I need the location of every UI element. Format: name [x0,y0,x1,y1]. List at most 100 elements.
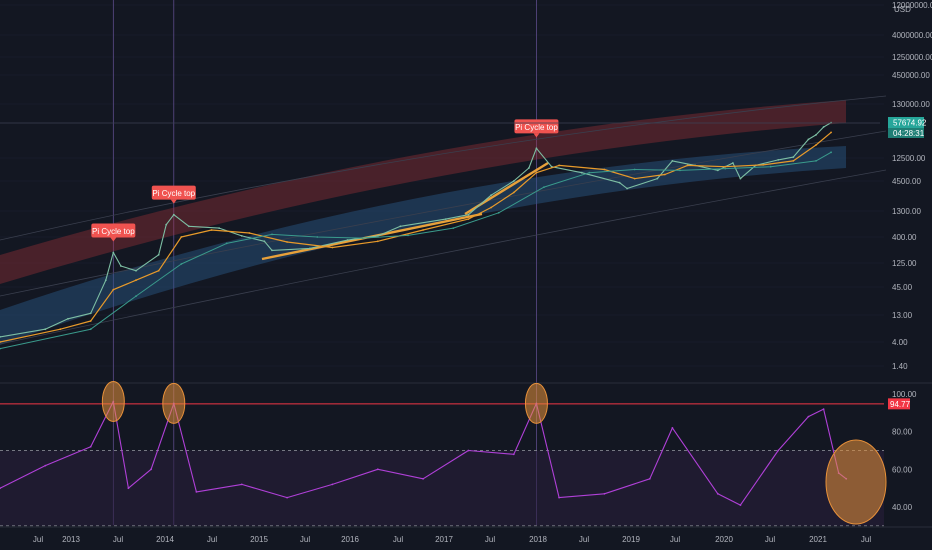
pi-cycle-fast-ma-point [210,229,213,231]
price-tick-label: 4.00 [892,338,908,347]
btc-price-line-point [271,249,273,252]
pi-cycle-fast-ma-point [603,168,606,171]
pi-cycle-fast-ma-point [762,164,764,166]
oscillator-series [0,400,848,506]
pi-cycle-slow-ma-point [180,263,183,265]
time-tick-label: 2014 [156,535,174,544]
btc-price-line-point [512,180,515,182]
time-tick-label: 2021 [809,535,827,544]
regression-line-upper [0,95,887,241]
time-tick-label: 2015 [250,535,268,544]
btc-price-line-point [656,177,659,180]
pi-cycle-fast-ma-point [180,236,183,238]
threshold-tag-bg [888,398,910,410]
pi-cycle-fast-ma-point [89,320,92,322]
pi-cycle-slow-ma-point [769,165,772,168]
btc-price-line-point [120,265,122,267]
btc-price-line-point [490,194,492,197]
btc-price-line-point [777,159,780,161]
time-tick-label: 2018 [529,535,547,544]
btc-price-line-point [618,181,621,184]
oscillator-point [286,496,288,499]
btc-price-line-point [346,239,349,241]
oscillator-axis[interactable]: 100.00 80.00 60.00 40.00 94.77 [888,390,917,512]
btc-price-line-point [67,317,69,320]
pi-cycle-slow-ma-point [497,211,500,214]
btc-price-line-point [815,134,817,136]
pi-cycle-top-label: Pi Cycle top [151,185,196,204]
pi-cycle-fast-ma-point [112,288,115,291]
price-tick-label: 450000.00 [892,71,930,80]
pi-cycle-fast-ma-point [792,160,795,162]
oscillator-point [89,445,92,448]
btc-price-line-point [218,227,221,230]
cycle-top-vertical-lines [112,0,537,525]
oscillator-point [807,415,810,418]
time-tick-label: 2013 [62,535,80,544]
pi-cycle-slow-ma-point [452,227,455,230]
btc-price-line-point [626,187,628,190]
price-tick-label: 12500.00 [892,154,926,163]
last-price-tag-bg [888,117,924,128]
oscillator-levels [0,403,884,527]
pi-cycle-fast-ma-point [467,218,470,221]
price-tick-label: 12000000.00 [892,1,932,10]
pi-cycle-fast-ma-point [512,191,515,194]
btc-price-line-point [716,169,719,172]
time-tick-label: Jul [33,535,43,544]
oscillator-point [558,496,560,499]
pi-cycle-fast-ma-point [490,206,492,209]
btc-price-line-point [732,162,734,164]
price-tick-label: 4500.00 [892,177,921,186]
btc-price-line-point [157,253,160,256]
pi-cycle-slow-ma-point [225,242,228,245]
btc-price-line-point [263,240,266,243]
time-tick-label: 2016 [341,535,359,544]
btc-price-line-point [399,225,402,228]
pi-cycle-slow-ma-point [815,160,817,162]
pi-cycle-fast-ma-point [422,229,424,231]
pi-cycle-slow-ma-point [679,169,681,172]
oscillator-band-fill [0,450,884,526]
countdown-value: 04:28:31 [893,129,925,138]
pi-cycle-fast-ma-point [724,165,727,168]
pi-cycle-slow-ma-point [407,234,409,237]
btc-price-line-point [739,177,742,180]
annotation-text: Pi Cycle top [92,227,135,236]
annotation-bg [151,185,196,200]
highlight-circle [101,381,125,423]
pi-cycle-fast-ma-point [664,173,666,176]
btc-price-line-point [807,138,810,141]
time-axis[interactable]: Jul 2013 Jul 2014 Jul 2015 Jul 2016 Jul 2017 Jul 20… [0,526,932,544]
highlight-circle [524,382,548,424]
highlight-circle [162,382,186,424]
pi-cycle-slow-ma-point [724,167,727,170]
oscillator-tick-label: 80.00 [892,428,913,437]
oscillator-point [739,504,742,506]
oscillator-point [422,477,424,480]
annotation-bg [91,223,136,238]
price-tick-label: 1300.00 [892,207,921,216]
oscillator-point [512,453,515,456]
time-tick-label: Jul [670,535,680,544]
last-price-tag: 57674.92 04:28:31 [888,117,927,138]
time-tick-label: Jul [861,535,871,544]
time-tick-label: Jul [300,535,310,544]
pi-cycle-fast-ma-point [157,269,160,272]
pi-cycle-fast-ma-point [286,241,288,243]
price-tick-label: 125.00 [892,259,917,268]
oscillator-tick-label: 60.00 [892,465,913,474]
price-tick-label: 1250000.00 [892,53,932,62]
oscillator-tick-label: 40.00 [892,503,913,512]
btc-price-line-point [528,167,530,169]
countdown-tag-bg [888,128,924,138]
btc-price-line-point [0,336,1,338]
pi-cycle-fast-ma-point [0,341,1,343]
price-axis[interactable]: USD 12000000.00 4000000.00 1250000.00 45000… [892,1,932,371]
oscillator-point [671,427,674,429]
pi-cycle-slow-ma-point [361,237,364,240]
currency-label: USD [894,5,911,14]
btc-price-line-point [308,247,311,250]
annotation-text: Pi Cycle top [515,123,558,132]
